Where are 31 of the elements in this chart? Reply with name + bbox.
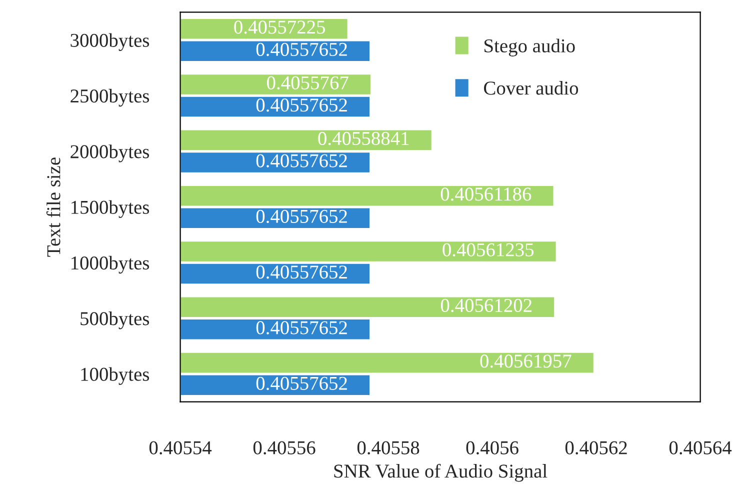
x-tick-label: 0.40554 [149,441,212,454]
data-label: 0.4055767 [267,76,348,90]
y-tick-label: 500bytes [80,312,150,330]
data-label: 0.40561202 [440,298,532,312]
x-tick-label: 0.40556 [253,441,316,454]
x-tick-label: 0.40564 [669,441,732,454]
data-label: 0.40557652 [256,376,347,390]
legend-label: Stego audio [484,38,575,56]
y-tick-label: 3000bytes [70,33,150,51]
x-tick-label: 0.4056 [466,441,518,454]
data-label: 0.40558841 [318,132,409,146]
y-tick-label: 1000bytes [72,256,150,274]
data-label: 0.40557652 [256,42,347,56]
data-label: 0.40557652 [256,154,347,168]
x-tick-label: 0.40558 [357,441,420,454]
y-tick-label: 100bytes [81,367,150,385]
data-label: 0.40557225 [234,20,326,34]
data-label: 0.40557652 [256,98,347,112]
x-axis-title: SNR Value of Audio Signal [334,464,548,482]
data-label: 0.40561186 [440,188,532,201]
y-tick-label: 2500bytes [70,88,150,107]
x-tick-label: 0.40562 [565,441,627,454]
y-tick-label: 1500bytes [72,200,150,218]
data-label: 0.40561235 [442,243,534,256]
data-label: 0.40561957 [480,354,572,368]
y-axis-title: Text file size [46,158,60,257]
data-label: 0.40557652 [256,210,347,224]
data-label: 0.40557652 [256,266,347,279]
y-tick-label: 2000bytes [70,144,150,162]
data-label: 0.40557652 [256,321,347,334]
legend-label: Cover audio [484,81,578,95]
